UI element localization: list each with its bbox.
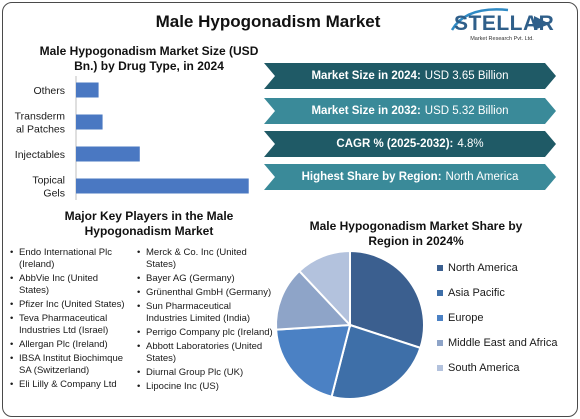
key-player-item: Pfizer Inc (United States)	[10, 299, 136, 311]
bar-chart-title: Male Hypogonadism Market Size (USD Bn.) …	[39, 44, 259, 73]
logo-subtitle: Market Research Pvt. Ltd.	[470, 36, 534, 42]
pie-legend: North America Asia Pacific Europe Middle Ea…	[437, 262, 557, 387]
pie-slice-asia-pacific	[330, 323, 422, 400]
pie-slice-south-america	[297, 249, 351, 328]
main-title: Male Hypogonadism Market	[155, 12, 381, 31]
pie-slice-middle-east-and-africa	[275, 269, 353, 331]
bar-0	[76, 82, 99, 98]
key-player-item: Diurnal Group Plc (UK)	[137, 367, 279, 379]
pie-slice-europe	[275, 323, 352, 398]
legend-swatch	[437, 340, 443, 346]
stat-label: Market Size in 2024:	[311, 70, 421, 82]
key-players-title: Major Key Players in the Male Hypogonadi…	[64, 209, 234, 238]
legend-label: South America	[448, 362, 520, 374]
stat-value: USD 5.32 Billion	[424, 105, 509, 117]
stat-value: North America	[445, 171, 519, 183]
key-player-item: Grünenthal GmbH (Germany)	[137, 287, 279, 299]
logo-arc-icon	[450, 8, 550, 31]
key-player-item: Allergan Plc (Ireland)	[10, 339, 136, 351]
bar-category-label: Injectables	[15, 149, 65, 161]
legend-swatch	[437, 265, 443, 271]
key-player-item: Endo International Plc(Ireland)	[10, 247, 136, 271]
legend-label: North America	[448, 262, 518, 274]
stat-market-size-2024: Market Size in 2024: USD 3.65 Billion	[264, 63, 556, 89]
legend-item: Middle East and Africa	[437, 337, 557, 349]
stellar-logo: STELLAR Market Research Pvt. Ltd.	[446, 4, 556, 48]
legend-item: North America	[437, 262, 557, 274]
legend-label: Asia Pacific	[448, 287, 505, 299]
key-player-item: Lipocine Inc (US)	[137, 381, 279, 393]
stat-market-size-2032: Market Size in 2032: USD 5.32 Billion	[264, 98, 556, 124]
stat-highest-share-region: Highest Share by Region: North America	[264, 164, 556, 190]
legend-item: South America	[437, 362, 557, 374]
key-player-item: Perrigo Company plc (Ireland)	[137, 327, 279, 339]
key-player-item: Eli Lilly & Company Ltd	[10, 379, 136, 391]
key-player-item: Bayer AG (Germany)	[137, 273, 279, 285]
stat-label: CAGR % (2025-2032):	[336, 138, 454, 150]
legend-label: Middle East and Africa	[448, 337, 558, 349]
key-players-column-1: Endo International Plc(Ireland)AbbVie In…	[10, 247, 136, 393]
logo-wordmark: STELLAR	[454, 12, 555, 35]
bar-category-label: Transderm al Patches	[15, 111, 66, 136]
legend-swatch	[437, 365, 443, 371]
legend-swatch	[437, 290, 443, 296]
bar-1	[76, 114, 103, 130]
drug-type-bar-chart: Others Transderm al Patches Injectables Topi…	[15, 76, 249, 200]
stat-cagr: CAGR % (2025-2032): 4.8%	[264, 131, 556, 157]
region-share-pie-chart	[275, 249, 425, 400]
pie-slice-north-america	[349, 249, 425, 350]
bar-category-label: Others	[33, 85, 65, 97]
legend-swatch	[437, 315, 443, 321]
bar-3	[76, 178, 249, 194]
legend-item: Europe	[437, 312, 557, 324]
legend-label: Europe	[448, 312, 484, 324]
stat-value: USD 3.65 Billion	[424, 70, 509, 82]
bar-category-label: Topical Gels	[32, 175, 65, 200]
stat-value: 4.8%	[457, 138, 484, 150]
legend-item: Asia Pacific	[437, 287, 557, 299]
pie-chart-title: Male Hypogonadism Market Share by Region…	[309, 219, 523, 248]
bar-2	[76, 146, 140, 162]
stat-label: Market Size in 2032:	[311, 105, 421, 117]
stat-label: Highest Share by Region:	[301, 171, 442, 183]
